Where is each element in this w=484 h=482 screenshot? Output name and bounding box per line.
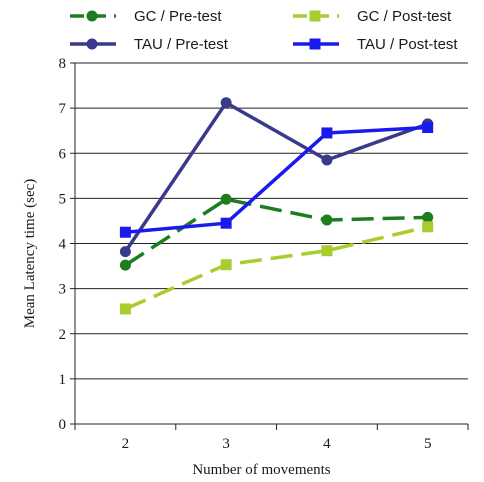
y-tick-label: 0: [59, 417, 67, 433]
legend-item-tau-pre-test: TAU / Pre-test: [70, 36, 229, 53]
y-tick-label: 8: [59, 56, 67, 72]
x-tick-label: 5: [424, 436, 432, 452]
data-point: [119, 246, 131, 258]
legend-marker: [86, 38, 98, 50]
y-tick-label: 5: [59, 191, 67, 207]
series-line-tau-pre-test: [123, 100, 429, 253]
y-tick-label: 4: [59, 237, 67, 253]
legend-label: GC / Pre-test: [134, 8, 222, 25]
legend-marker: [309, 38, 321, 50]
legend-item-tau-post-test: TAU / Post-test: [293, 36, 458, 53]
legend-label: TAU / Post-test: [357, 36, 458, 53]
data-point: [422, 211, 434, 223]
data-point: [321, 154, 333, 166]
y-tick-label: 7: [59, 101, 67, 117]
data-point: [321, 127, 333, 139]
y-axis-title: Mean Latency time (sec): [22, 179, 38, 329]
data-point: [119, 226, 131, 238]
legend-label: TAU / Pre-test: [134, 36, 229, 53]
data-point: [220, 97, 232, 109]
series-group: [119, 97, 434, 315]
data-point: [422, 122, 434, 134]
legend-marker: [86, 10, 98, 22]
grid-lines: [75, 62, 468, 380]
series-tau-pre-test: [119, 97, 434, 258]
legend-label: GC / Post-test: [357, 8, 452, 25]
data-point: [220, 193, 232, 205]
series-line-gc-post-test: [124, 225, 429, 311]
legend-item-gc-pre-test: GC / Pre-test: [70, 8, 222, 25]
y-tick-label: 1: [59, 372, 67, 388]
x-axis-title: Number of movements: [192, 462, 330, 478]
series-line-gc-pre-test: [124, 197, 428, 267]
series-gc-pre-test: [119, 193, 434, 271]
x-tick-label: 2: [122, 436, 130, 452]
data-point: [321, 245, 333, 257]
series-gc-post-test: [119, 221, 434, 315]
legend: GC / Pre-test GC / Post-test TAU / Pre-tes…: [70, 8, 458, 53]
legend-item-gc-post-test: GC / Post-test: [293, 8, 452, 25]
data-point: [321, 214, 333, 226]
y-tick-label: 2: [59, 327, 67, 343]
x-tick-label: 3: [222, 436, 230, 452]
data-point: [220, 259, 232, 271]
data-point: [220, 217, 232, 229]
y-tick-label: 3: [59, 282, 67, 298]
axes: 0 1 2 3 4 5 6 7 8 2 3 4 5: [59, 56, 469, 452]
series-tau-post-test: [119, 122, 434, 238]
data-point: [119, 259, 131, 271]
y-tick-label: 6: [59, 146, 67, 162]
series-line-tau-post-test: [125, 125, 428, 234]
data-point: [119, 303, 131, 315]
data-point: [422, 221, 434, 233]
x-tick-label: 4: [323, 436, 331, 452]
legend-marker: [309, 10, 321, 22]
